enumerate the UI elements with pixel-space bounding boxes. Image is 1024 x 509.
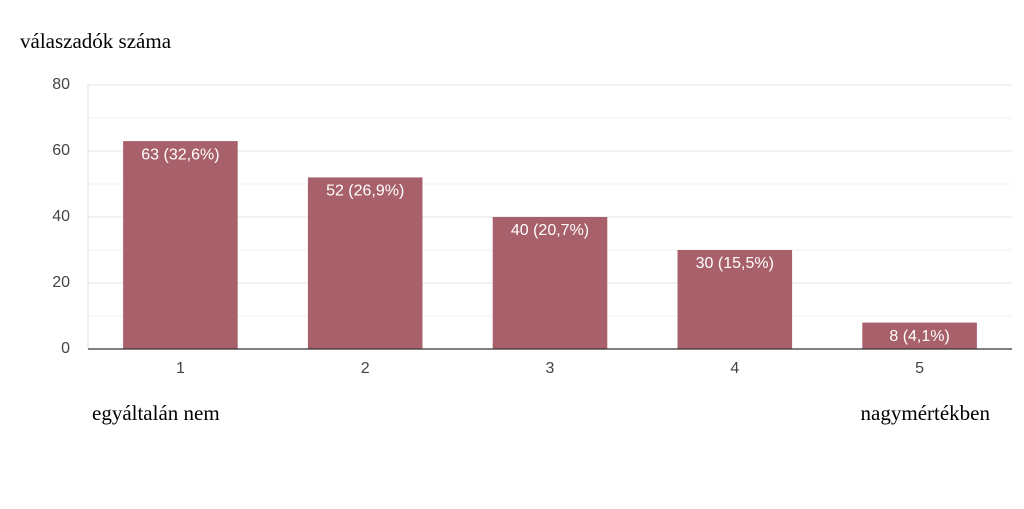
x-tick-label: 4 — [730, 360, 739, 377]
annotation: egyáltalán nem — [92, 401, 220, 425]
y-tick-label: 0 — [61, 340, 70, 357]
y-tick-label: 20 — [52, 274, 70, 291]
x-tick-label: 5 — [915, 360, 924, 377]
bar — [677, 250, 793, 349]
y-tick-label: 80 — [52, 76, 70, 93]
data-label: 63 (32,6%) — [141, 146, 219, 163]
y-axis-label: válaszadók száma — [20, 29, 172, 53]
bar — [492, 217, 608, 349]
data-label: 30 (15,5%) — [696, 255, 774, 272]
data-label: 8 (4,1%) — [889, 328, 949, 345]
y-tick-label: 60 — [52, 142, 70, 159]
x-tick-label: 3 — [546, 360, 555, 377]
y-tick-label: 40 — [52, 208, 70, 225]
annotation: nagymértékben — [861, 401, 991, 425]
x-tick-label: 2 — [361, 360, 370, 377]
x-tick-label: 1 — [176, 360, 185, 377]
bar — [307, 177, 423, 349]
bar — [862, 322, 977, 349]
data-label: 52 (26,9%) — [326, 183, 404, 200]
data-label: 40 (20,7%) — [511, 222, 589, 239]
bar — [123, 141, 238, 349]
